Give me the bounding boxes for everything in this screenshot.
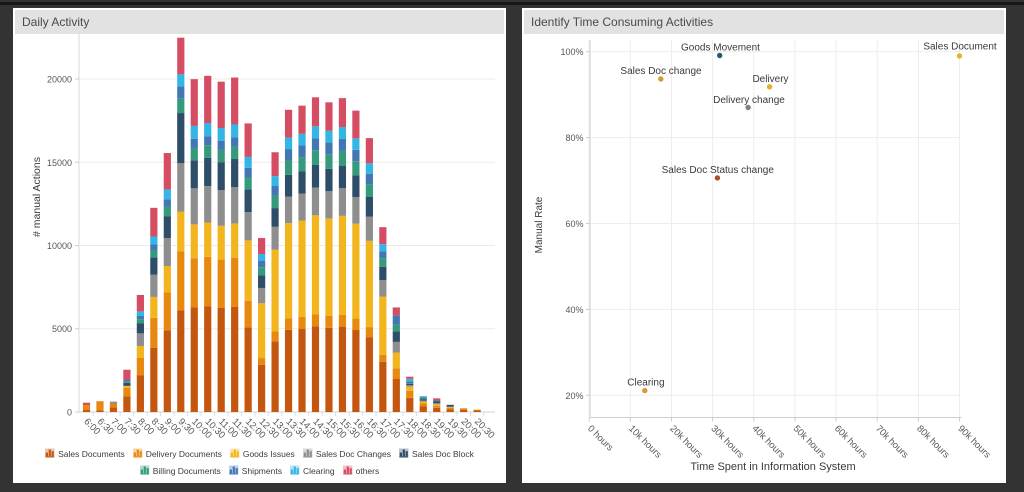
svg-text:70k hours: 70k hours (873, 423, 910, 460)
svg-text:100%: 100% (560, 47, 583, 57)
svg-text:60%: 60% (565, 219, 583, 229)
svg-text:# manual Actions: # manual Actions (31, 157, 43, 237)
svg-text:0 hours: 0 hours (585, 423, 615, 453)
svg-text:Goods Movement: Goods Movement (681, 43, 760, 54)
svg-text:Delivery: Delivery (752, 74, 788, 85)
svg-text:20k hours: 20k hours (667, 423, 704, 460)
svg-text:Time Spent in Information Syst: Time Spent in Information System (690, 461, 855, 473)
svg-text:5000: 5000 (52, 324, 72, 334)
svg-text:80k hours: 80k hours (914, 423, 951, 460)
svg-text:Clearing: Clearing (627, 378, 664, 389)
svg-text:10k hours: 10k hours (626, 423, 663, 460)
svg-text:Sales Doc Status change: Sales Doc Status change (662, 165, 775, 176)
svg-text:10000: 10000 (47, 241, 72, 251)
svg-text:50k hours: 50k hours (791, 423, 828, 460)
svg-text:Sales Document: Sales Document (923, 42, 997, 53)
svg-text:80%: 80% (565, 133, 583, 143)
svg-text:40k hours: 40k hours (750, 423, 787, 460)
svg-text:60k hours: 60k hours (832, 423, 869, 460)
svg-text:30k hours: 30k hours (708, 423, 745, 460)
svg-text:90k hours: 90k hours (955, 423, 992, 460)
svg-text:20%: 20% (565, 391, 583, 401)
svg-text:0: 0 (67, 408, 72, 418)
svg-text:40%: 40% (565, 305, 583, 315)
svg-text:Manual Rate: Manual Rate (534, 196, 545, 253)
svg-text:20000: 20000 (47, 75, 72, 85)
svg-text:Delivery change: Delivery change (713, 95, 785, 106)
svg-text:15000: 15000 (47, 158, 72, 168)
svg-text:Sales Doc change: Sales Doc change (620, 66, 702, 77)
